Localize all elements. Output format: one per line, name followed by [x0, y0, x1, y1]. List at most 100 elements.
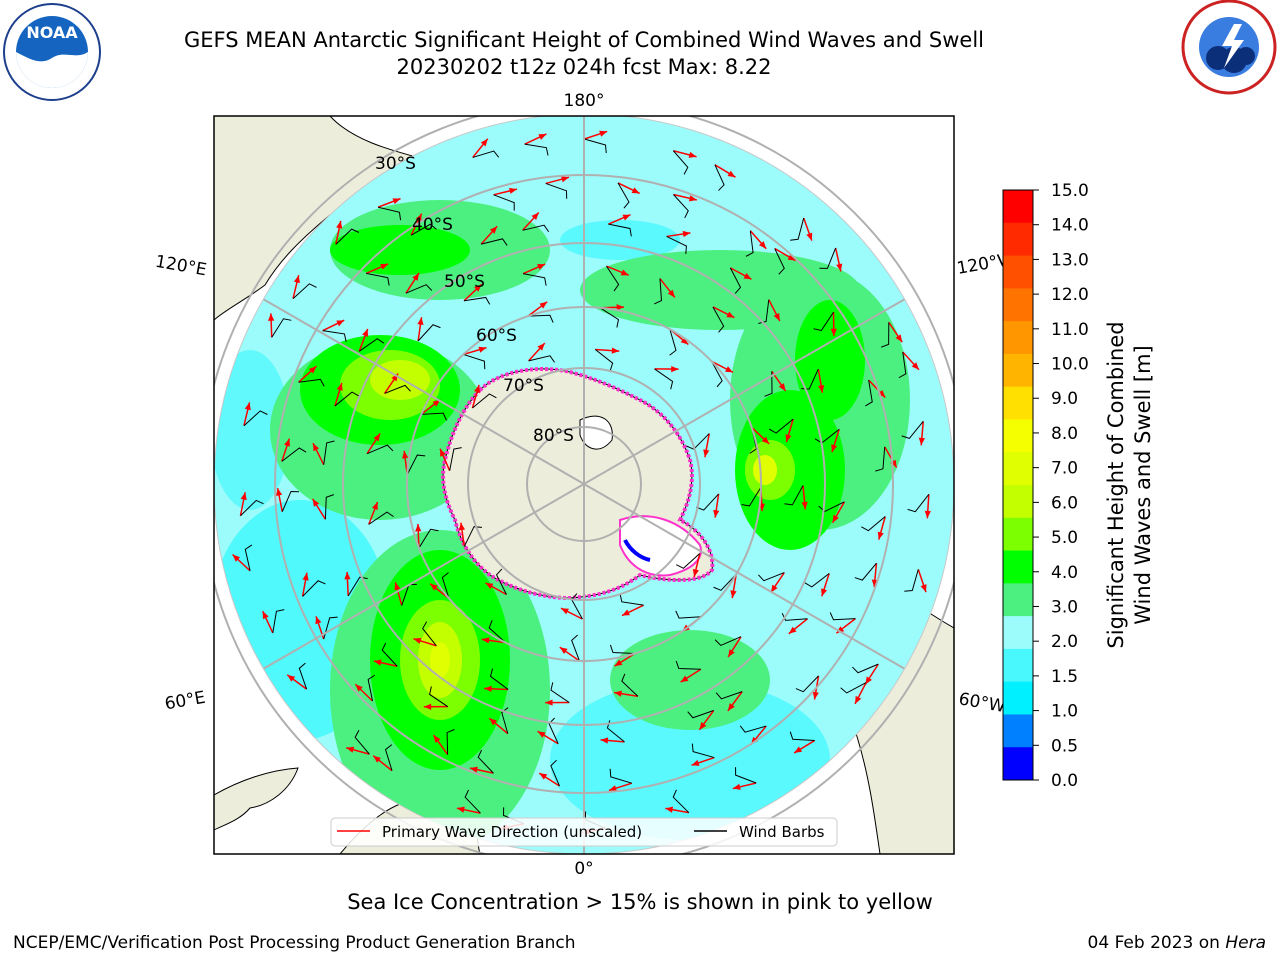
wind-barb [784, 485, 804, 506]
wave-arrowhead [423, 703, 432, 710]
wave-arrowhead [561, 176, 569, 183]
wind-barb [347, 576, 368, 597]
colorbar-segment [1003, 255, 1033, 289]
lon-label-60e: 60°E [163, 688, 207, 715]
wind-barb [368, 511, 394, 525]
wind-barb [739, 725, 767, 733]
wave-arrowhead [539, 773, 548, 780]
wave-arrowhead [801, 501, 808, 510]
wind-barb [417, 324, 441, 342]
wave-arrowhead [770, 584, 778, 593]
wind-barb [819, 247, 837, 269]
wave-arrowhead [759, 241, 767, 249]
colorbar-tick-label: 2.0 [1051, 632, 1078, 652]
wave-arrowhead [682, 230, 691, 238]
colorbar-segment [1003, 419, 1033, 453]
colorbar-segment [1003, 353, 1033, 388]
wave-arrowhead [539, 301, 548, 309]
wave-arrowhead [600, 737, 609, 744]
footer-machine: Hera [1225, 933, 1266, 953]
chart-subtitle: 20230202 t12z 024h fcst Max: 8.22 [396, 55, 772, 79]
wave-arrowhead [415, 523, 422, 532]
wind-barb [358, 338, 385, 352]
wind-barb [545, 182, 568, 199]
wind-barb [334, 391, 360, 407]
nws-logo [1181, 0, 1277, 95]
colorbar-tick-label: 0.5 [1051, 736, 1078, 756]
wind-barb [758, 572, 785, 582]
wave-arrowhead [877, 389, 886, 398]
colorbar-segment [1003, 485, 1033, 519]
wave-arrowhead [560, 608, 569, 615]
wind-barb [377, 206, 402, 221]
wind-barb [675, 610, 702, 619]
wave-arrowhead [743, 273, 752, 280]
wind-barb [599, 307, 620, 328]
wind-barb [861, 516, 886, 532]
colorbar-title-line2: Wind Waves and Swell [m] [1131, 345, 1155, 625]
wind-barb [584, 138, 607, 154]
wave-arrowhead [794, 746, 803, 753]
wind-barb [240, 499, 264, 517]
wave-arrowhead [818, 384, 825, 393]
wave-arrowhead [559, 647, 568, 654]
wind-barb [711, 361, 723, 388]
wave-arrowhead [262, 611, 269, 620]
wind-barb [272, 609, 285, 634]
footer-date-text: 04 Feb 2023 on [1087, 933, 1226, 953]
wave-arrowhead [692, 568, 699, 577]
wind-barb [493, 194, 515, 211]
wave-arrowhead [336, 220, 343, 229]
wind-barb [735, 767, 757, 784]
wind-barb [691, 743, 715, 759]
wind-barb [666, 235, 687, 255]
wind-barb [429, 686, 449, 708]
wave-arrowhead [373, 433, 381, 442]
wind-barb [696, 493, 720, 511]
map-frame [213, 115, 955, 855]
wave-arrowhead [821, 588, 828, 597]
wave-arrowhead [308, 366, 317, 374]
wave-arrowhead [484, 685, 492, 692]
colorbar-title-line1: Significant Height of Combined [1104, 321, 1128, 648]
wind-barb [898, 351, 907, 379]
wave-arrowhead [713, 509, 720, 518]
colorbar-segment [1003, 616, 1033, 650]
wind-barb [617, 182, 630, 209]
wind-barb [366, 272, 390, 286]
wave-arrowhead [688, 151, 697, 158]
wind-barb [449, 447, 462, 471]
wind-barb [729, 267, 742, 294]
wave-arrowhead [836, 263, 843, 272]
footer-branch: NCEP/EMC/Verification Post Processing Pr… [13, 933, 576, 953]
colorbar-segment [1003, 681, 1033, 715]
wave-arrowhead [877, 531, 884, 540]
wave-arrowhead [620, 269, 629, 276]
lon-label-60w: 60°W [957, 689, 1007, 717]
wind-barb [672, 789, 690, 814]
wave-arrowhead [373, 659, 382, 666]
wave-arrowhead [667, 289, 675, 298]
wind-barb [608, 223, 632, 237]
wind-barb [522, 273, 547, 286]
wind-barb [488, 620, 506, 644]
wind-barb [324, 494, 334, 520]
noaa-logo: NOAA [3, 3, 101, 101]
wind-barb [405, 284, 433, 294]
lon-label-180: 180° [564, 91, 605, 111]
wave-arrowhead [531, 212, 539, 221]
wind-barb [714, 164, 725, 191]
colorbar-tick-label: 6.0 [1051, 493, 1078, 513]
wind-barb [550, 759, 560, 787]
wind-barb [384, 744, 393, 771]
wave-arrowhead [918, 437, 925, 446]
wind-barb [418, 528, 439, 549]
wind-barb [840, 682, 867, 694]
sea-ice-caption: Sea Ice Concentration > 15% is shown in … [347, 890, 933, 914]
wind-barb [477, 749, 494, 774]
colorbar-frame [1002, 189, 1034, 781]
wind-barb [764, 371, 773, 397]
colorbar-tick-label: 15.0 [1051, 181, 1089, 201]
lat-label-40s: 40°S [412, 215, 453, 235]
lat-label-30s: 30°S [375, 154, 416, 174]
